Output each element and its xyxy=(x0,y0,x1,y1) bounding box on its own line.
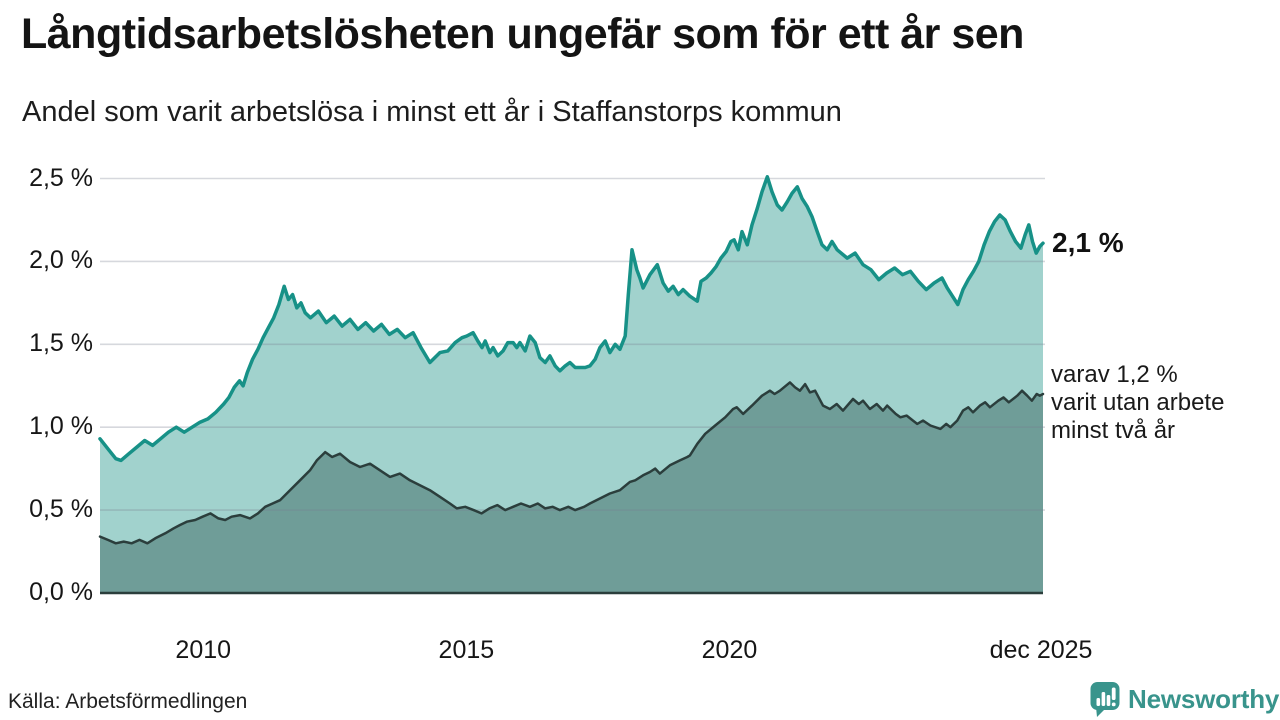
series-line xyxy=(98,381,1045,545)
chart-title: Långtidsarbetslösheten ungefär som för e… xyxy=(21,10,1024,58)
chart-subtitle: Andel som varit arbetslösa i minst ett å… xyxy=(22,96,842,128)
secondary-series-annotation: varav 1,2 % varit utan arbete minst två … xyxy=(1051,361,1225,444)
area-fill xyxy=(100,382,1043,593)
newsworthy-logo: Newsworthy xyxy=(1090,681,1279,717)
newsworthy-logo-text: Newsworthy xyxy=(1128,684,1280,714)
latest-total-annotation: 2,1 % xyxy=(1052,227,1124,258)
newsworthy-logo-icon xyxy=(1090,682,1120,717)
series-line xyxy=(98,175,1045,463)
source-label: Källa: Arbetsförmedlingen xyxy=(8,690,248,713)
